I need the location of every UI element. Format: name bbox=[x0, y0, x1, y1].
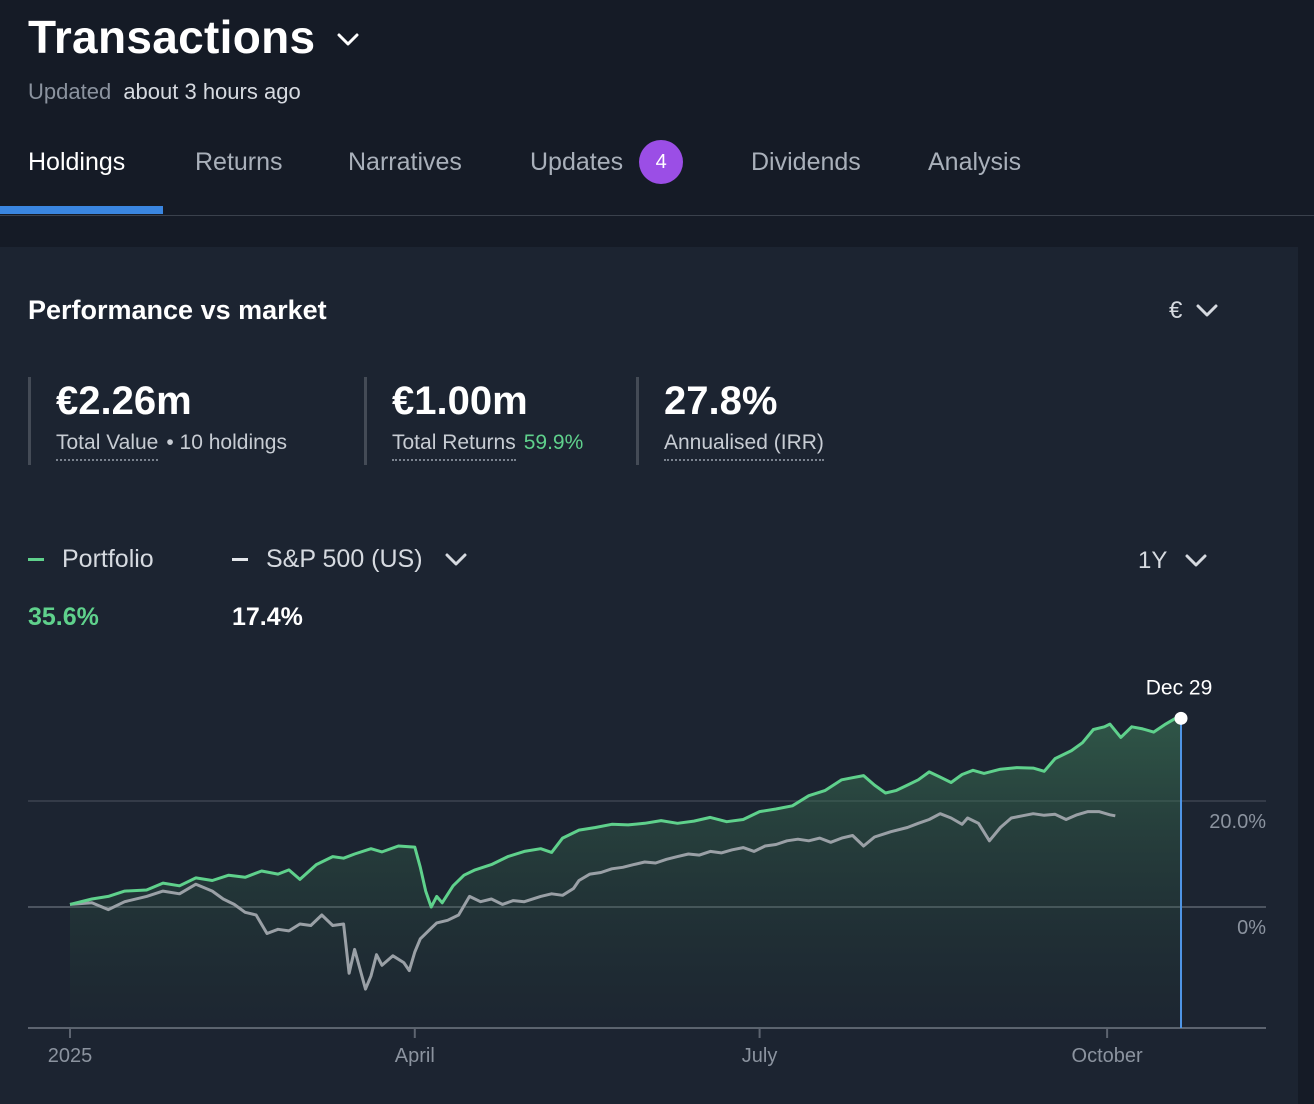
tab-returns[interactable]: Returns bbox=[195, 148, 283, 177]
tab-analysis[interactable]: Analysis bbox=[928, 148, 1021, 177]
y-tick-label: 20.0% bbox=[1209, 811, 1266, 833]
updated-status: Updated about 3 hours ago bbox=[28, 79, 301, 105]
legend-portfolio: Portfolio bbox=[28, 545, 154, 574]
stat-label[interactable]: Total Returns bbox=[392, 431, 516, 461]
x-tick-label: April bbox=[395, 1045, 435, 1067]
updated-value: about 3 hours ago bbox=[123, 79, 301, 104]
stat-label[interactable]: Annualised (IRR) bbox=[664, 431, 824, 461]
chevron-down-icon bbox=[1185, 554, 1207, 567]
period-selector[interactable]: 1Y bbox=[1138, 547, 1207, 575]
tooltip-date: Dec 29 bbox=[1146, 676, 1213, 699]
legend-swatch bbox=[28, 558, 44, 561]
chevron-down-icon[interactable] bbox=[337, 33, 359, 47]
tab-label: Updates bbox=[530, 147, 624, 176]
legend-label: Portfolio bbox=[62, 545, 154, 573]
chevron-down-icon bbox=[1196, 304, 1218, 317]
holdings-count: • 10 holdings bbox=[166, 431, 287, 454]
legend-swatch bbox=[232, 558, 248, 561]
returns-percent: 59.9% bbox=[523, 431, 584, 454]
currency-value: € bbox=[1169, 297, 1183, 324]
updated-label: Updated bbox=[28, 79, 112, 104]
stat-annualised: 27.8% Annualised (IRR) bbox=[636, 377, 824, 465]
portfolio-series-line bbox=[69, 716, 1181, 909]
tab-bar: Holdings Returns Narratives Updates 4 Di… bbox=[0, 130, 1314, 216]
title-row[interactable]: Transactions bbox=[28, 10, 359, 64]
stat-value: €2.26m bbox=[56, 379, 192, 423]
portfolio-area bbox=[70, 718, 1181, 1028]
portfolio-return: 35.6% bbox=[28, 603, 99, 631]
performance-title: Performance vs market bbox=[28, 295, 327, 325]
tab-holdings[interactable]: Holdings bbox=[28, 148, 125, 177]
benchmark-return: 17.4% bbox=[232, 603, 303, 631]
active-tab-indicator bbox=[0, 206, 163, 214]
x-tick-label: July bbox=[742, 1045, 778, 1067]
tab-label: Dividends bbox=[751, 148, 861, 176]
x-tick-label: October bbox=[1072, 1045, 1143, 1067]
stat-value: 27.8% bbox=[664, 379, 778, 423]
currency-selector[interactable]: € bbox=[1169, 297, 1218, 325]
tab-label: Analysis bbox=[928, 148, 1022, 176]
stat-label[interactable]: Total Value bbox=[56, 431, 159, 461]
stat-total-value: €2.26m Total Value • 10 holdings bbox=[28, 377, 287, 465]
tab-dividends[interactable]: Dividends bbox=[751, 148, 861, 177]
tab-narratives[interactable]: Narratives bbox=[348, 148, 462, 177]
y-tick-label: 0% bbox=[1237, 917, 1266, 939]
x-tick-label: 2025 bbox=[48, 1045, 93, 1067]
chevron-down-icon[interactable] bbox=[445, 553, 467, 567]
legend-label: S&P 500 (US) bbox=[266, 545, 423, 573]
tab-label: Returns bbox=[195, 148, 283, 176]
legend-benchmark[interactable]: S&P 500 (US) bbox=[232, 545, 467, 574]
stat-value: €1.00m bbox=[392, 379, 528, 423]
page-title: Transactions bbox=[28, 11, 316, 63]
tab-updates[interactable]: Updates 4 bbox=[530, 140, 684, 184]
tab-label: Narratives bbox=[348, 148, 462, 176]
tab-label: Holdings bbox=[28, 148, 126, 176]
updates-count-badge: 4 bbox=[639, 140, 684, 184]
stat-total-returns: €1.00m Total Returns 59.9% bbox=[364, 377, 583, 465]
period-value: 1Y bbox=[1138, 547, 1168, 574]
benchmark-series-line bbox=[69, 810, 1116, 991]
hover-point bbox=[1174, 711, 1188, 725]
